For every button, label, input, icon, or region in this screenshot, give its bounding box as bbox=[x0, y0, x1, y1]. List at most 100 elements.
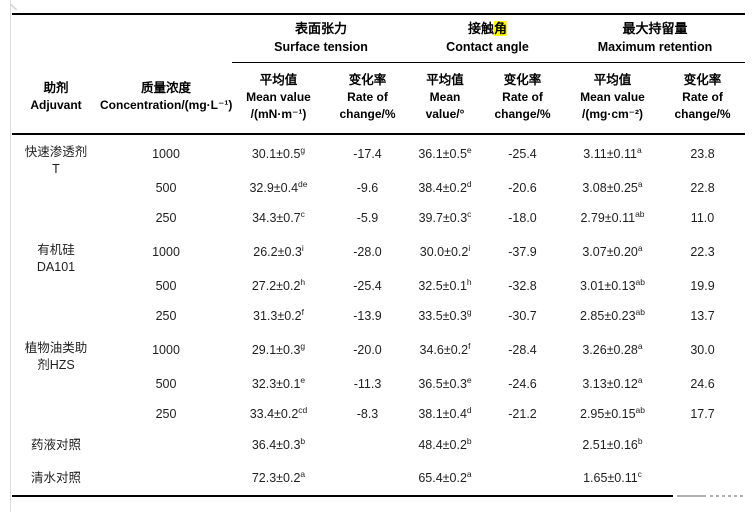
col-header-zh: 变化率 bbox=[348, 73, 387, 87]
header-blank-cell bbox=[12, 13, 232, 62]
retention-mean: 3.08±0.25a bbox=[582, 178, 643, 195]
significance-letter: c bbox=[637, 468, 642, 479]
table-row: 清水对照 72.3±0.2a 65.4±0.2a 1.65±0.11c bbox=[12, 462, 745, 496]
group-title-en: Maximum retention bbox=[597, 40, 713, 55]
retention-rate: 24.6 bbox=[690, 376, 715, 391]
column-header-row: 助剂 Adjuvant 质量浓度 Concentration/(mg·L⁻¹) … bbox=[12, 62, 746, 135]
significance-letter: ab bbox=[635, 306, 645, 317]
surface-tension-rate: -25.4 bbox=[353, 278, 382, 293]
contact-angle-mean: 36.1±0.5e bbox=[418, 144, 472, 161]
retention-mean: 2.85±0.23ab bbox=[580, 306, 645, 323]
significance-letter: a bbox=[637, 242, 643, 253]
significance-letter: c bbox=[467, 208, 472, 219]
retention-rate: 23.8 bbox=[690, 146, 715, 161]
concentration-value: 500 bbox=[155, 180, 177, 195]
adjuvant-label-line: 快速渗透剂 bbox=[24, 144, 88, 159]
significance-letter: a bbox=[637, 340, 643, 351]
bottom-rule-watermark-artifact bbox=[673, 493, 745, 498]
significance-letter: h bbox=[466, 276, 472, 287]
significance-letter: a bbox=[300, 468, 306, 479]
group-title-zh: 最大持留量 bbox=[622, 21, 688, 37]
adjuvant-label-line: 植物油类助 bbox=[24, 340, 88, 355]
concentration-value: 1000 bbox=[152, 146, 180, 161]
col-header-unit: change/% bbox=[674, 107, 731, 121]
col-header-adjuvant: 助剂 Adjuvant bbox=[12, 62, 100, 135]
concentration-value: 250 bbox=[155, 210, 177, 225]
significance-letter: a bbox=[637, 374, 643, 385]
significance-letter: de bbox=[298, 178, 308, 189]
col-header-unit: change/% bbox=[494, 107, 551, 121]
col-header-st-rate: 变化率 Rate of change/% bbox=[325, 62, 410, 135]
group-title-zh: 表面张力 bbox=[294, 21, 347, 37]
significance-letter: ab bbox=[635, 404, 645, 415]
col-header-mr-rate: 变化率 Rate of change/% bbox=[660, 62, 746, 135]
significance-letter: g bbox=[466, 306, 472, 317]
surface-tension-mean: 30.1±0.5g bbox=[251, 144, 306, 161]
col-header-en: Mean bbox=[429, 90, 461, 104]
retention-mean: 3.13±0.12a bbox=[582, 374, 643, 391]
significance-letter: g bbox=[300, 340, 306, 351]
significance-letter: i bbox=[468, 242, 471, 253]
col-header-en: Mean value bbox=[580, 90, 645, 104]
significance-letter: cd bbox=[298, 404, 308, 415]
adjuvant-label: 清水对照 bbox=[12, 462, 100, 496]
surface-tension-mean: 26.2±0.3i bbox=[253, 242, 304, 259]
significance-letter: e bbox=[466, 144, 472, 155]
col-header-concentration: 质量浓度 Concentration/(mg·L⁻¹) bbox=[100, 62, 233, 135]
col-header-unit: value/° bbox=[425, 107, 465, 121]
col-header-mr-mean: 平均值 Mean value /(mg·cm⁻²) bbox=[565, 62, 660, 135]
surface-tension-rate: -17.4 bbox=[353, 146, 382, 161]
adjuvant-label-line: T bbox=[52, 161, 60, 176]
col-header-zh: 助剂 bbox=[43, 81, 69, 96]
surface-tension-mean: 33.4±0.2cd bbox=[249, 404, 308, 421]
concentration-value: 500 bbox=[155, 278, 177, 293]
retention-mean: 2.51±0.16b bbox=[582, 435, 643, 452]
retention-mean: 3.11±0.11a bbox=[583, 144, 642, 161]
concentration-value: 1000 bbox=[152, 244, 180, 259]
significance-letter: b bbox=[300, 435, 306, 446]
retention-rate bbox=[660, 462, 745, 496]
surface-tension-mean: 32.9±0.4de bbox=[249, 178, 308, 195]
adjuvant-label: 药液对照 bbox=[12, 429, 100, 462]
significance-letter: a bbox=[637, 178, 643, 189]
group-title-zh-prefix: 接触 bbox=[467, 21, 494, 37]
surface-tension-mean: 27.2±0.2h bbox=[251, 276, 306, 293]
group-header-surface-tension: 表面张力 Surface tension bbox=[232, 13, 410, 63]
contact-angle-mean: 39.7±0.3c bbox=[418, 208, 472, 225]
table-row: 500 32.9±0.4de -9.6 38.4±0.2d -20.6 3.08±0.25… bbox=[12, 173, 745, 203]
significance-letter: c bbox=[300, 208, 305, 219]
contact-angle-rate: -37.9 bbox=[508, 244, 537, 259]
significance-letter: ab bbox=[635, 208, 645, 219]
contact-angle-mean: 34.6±0.2f bbox=[419, 340, 471, 357]
col-header-en: Concentration/(mg·L⁻¹) bbox=[100, 98, 233, 113]
table-row: 250 31.3±0.2f -13.9 33.5±0.3g -30.7 2.85±0.23… bbox=[12, 301, 745, 331]
col-header-unit: /(mN·m⁻¹) bbox=[250, 107, 307, 121]
significance-letter: f bbox=[468, 340, 471, 351]
retention-rate: 19.9 bbox=[690, 278, 715, 293]
significance-letter: b bbox=[637, 435, 643, 446]
adjuvant-label: 快速渗透剂 T bbox=[12, 134, 100, 233]
col-header-zh: 平均值 bbox=[259, 73, 298, 87]
concentration-value: 1000 bbox=[152, 342, 180, 357]
table-row: 250 34.3±0.7c -5.9 39.7±0.3c -18.0 2.79±0.11a… bbox=[12, 203, 745, 233]
contact-angle-mean: 33.5±0.3g bbox=[418, 306, 472, 323]
contact-angle-mean: 30.0±0.2i bbox=[419, 242, 471, 259]
col-header-unit: change/% bbox=[339, 107, 396, 121]
results-table-wrap: 表面张力 Surface tension 接触角 Contact angle 最… bbox=[12, 13, 746, 498]
significance-letter: f bbox=[301, 306, 304, 317]
surface-tension-mean: 36.4±0.3b bbox=[251, 435, 306, 452]
surface-tension-mean: 31.3±0.2f bbox=[253, 306, 304, 323]
contact-angle-rate: -28.4 bbox=[508, 342, 537, 357]
significance-letter: i bbox=[301, 242, 304, 253]
group-title-en: Surface tension bbox=[274, 40, 368, 55]
surface-tension-rate: -5.9 bbox=[356, 210, 379, 225]
col-header-ca-rate: 变化率 Rate of change/% bbox=[480, 62, 565, 135]
surface-tension-rate bbox=[325, 429, 410, 462]
concentration-value: 250 bbox=[155, 406, 177, 421]
contact-angle-rate bbox=[480, 429, 565, 462]
retention-mean: 1.65±0.11c bbox=[583, 468, 642, 485]
surface-tension-mean: 34.3±0.7c bbox=[252, 208, 305, 225]
retention-rate: 13.7 bbox=[690, 308, 715, 323]
group-header-maximum-retention: 最大持留量 Maximum retention bbox=[565, 13, 746, 63]
